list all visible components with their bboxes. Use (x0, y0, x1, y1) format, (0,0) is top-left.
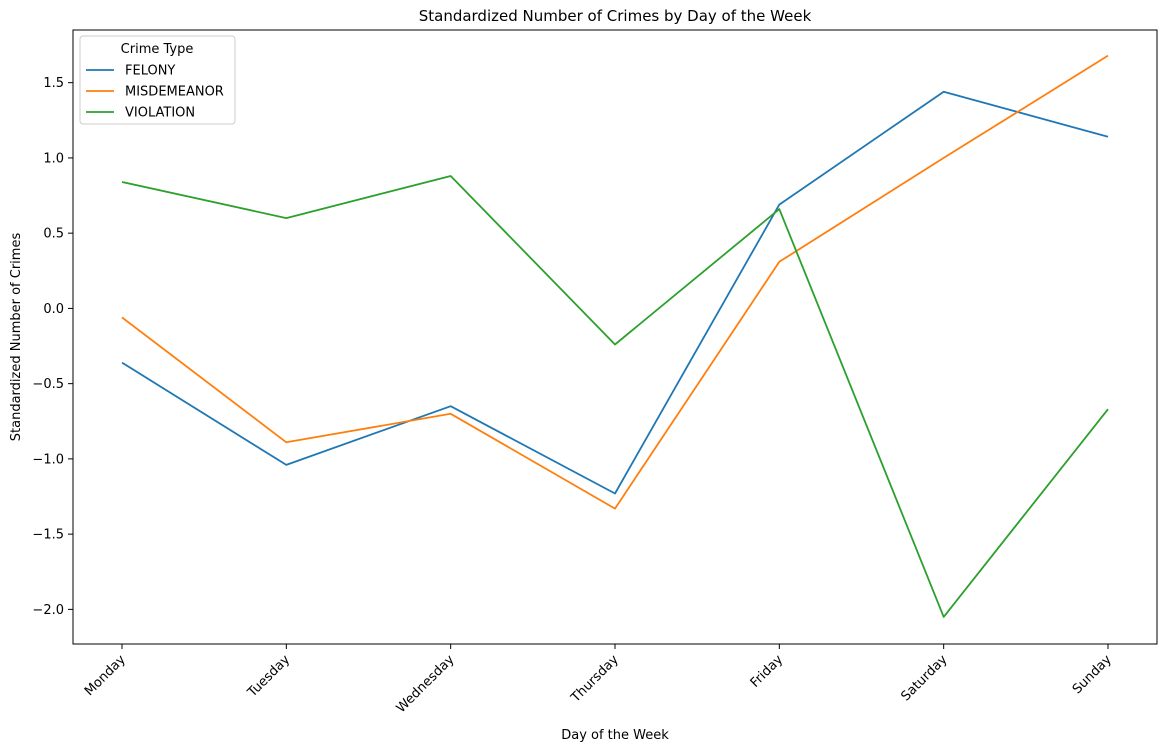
x-tick-label: Wednesday (394, 652, 458, 716)
y-tick-label: −1.0 (32, 452, 64, 467)
x-tick-label: Sunday (1070, 652, 1115, 697)
chart-title: Standardized Number of Crimes by Day of … (419, 7, 812, 25)
legend-title: Crime Type (121, 42, 194, 57)
x-axis: Monday Tuesday Wednesday Thursday Friday Satu… (82, 644, 1115, 716)
legend-label-violation: VIOLATION (125, 106, 195, 121)
y-axis-title: Standardized Number of Crimes (9, 233, 24, 442)
legend-box (79, 35, 236, 125)
series-line-violation (121, 175, 1109, 618)
y-axis: −2.0 −1.5 −1.0 −0.5 0.0 0.5 1.0 1.5 (32, 76, 73, 618)
x-tick-label: Tuesday (244, 652, 293, 701)
y-tick-label: 0.0 (43, 302, 64, 317)
y-tick-label: −1.5 (32, 528, 64, 543)
x-axis-title: Day of the Week (561, 728, 669, 743)
x-tick-label: Friday (748, 652, 787, 691)
legend-label-misdemeanor: MISDEMEANOR (125, 85, 224, 100)
y-tick-label: −0.5 (32, 377, 64, 392)
plot-area (121, 54, 1109, 618)
series-line-felony (121, 90, 1109, 495)
y-tick-label: 1.0 (43, 151, 64, 166)
y-tick-label: 0.5 (43, 227, 64, 242)
x-tick-label: Monday (82, 652, 129, 699)
x-tick-label: Saturday (898, 652, 950, 704)
y-tick-label: 1.5 (43, 76, 64, 91)
y-tick-label: −2.0 (32, 603, 64, 618)
legend: Crime Type FELONY MISDEMEANOR VIOLATION (79, 35, 236, 125)
legend-label-felony: FELONY (125, 64, 175, 79)
series-line-misdemeanor (121, 54, 1109, 510)
x-tick-label: Thursday (568, 652, 622, 706)
